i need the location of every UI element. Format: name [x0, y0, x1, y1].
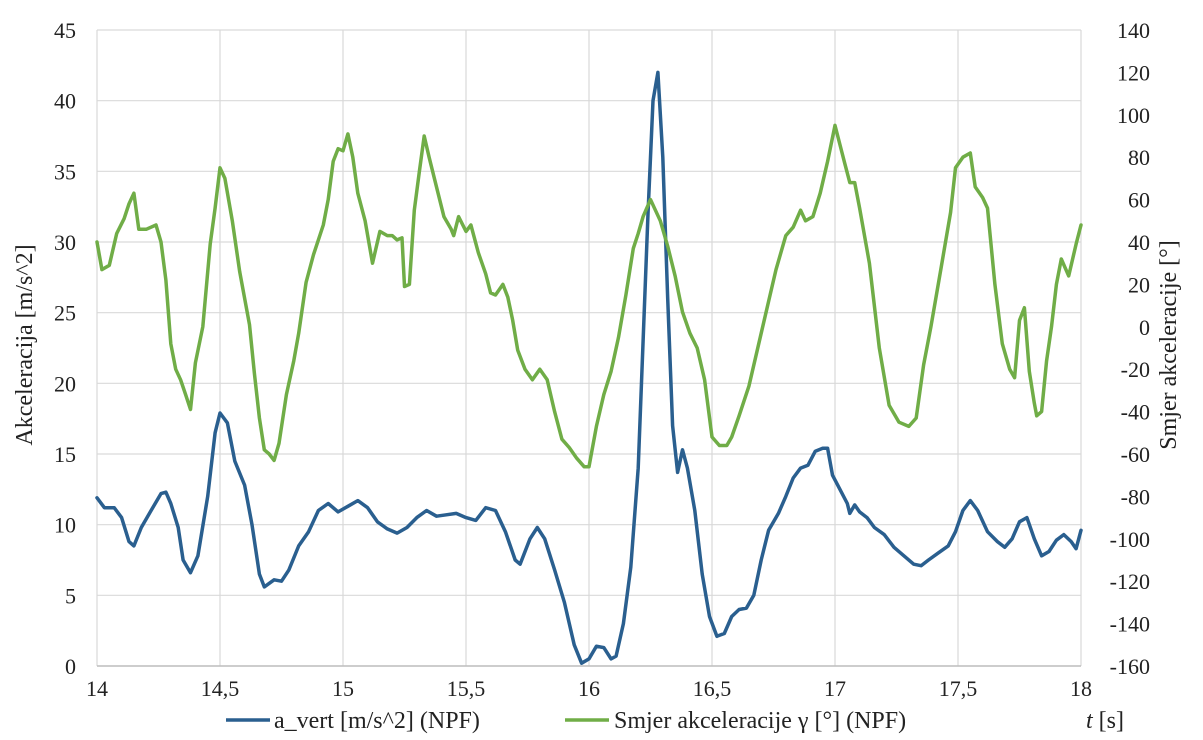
y2-tick-label: -60	[1121, 442, 1150, 467]
x-tick-label: 16	[578, 676, 600, 701]
series-gamma-line	[95, 123, 1083, 469]
y2-tick-label: 40	[1128, 230, 1150, 255]
x-tick-label: 17	[824, 676, 846, 701]
y2-tick-label: 120	[1117, 60, 1150, 85]
series-a-vert-line	[95, 70, 1083, 665]
x-tick-label: 14	[86, 676, 108, 701]
y-tick-label: 25	[54, 301, 76, 326]
legend-label-a-vert: a_vert [m/s^2] (NPF)	[274, 708, 480, 734]
y2-tick-label: -160	[1110, 654, 1150, 679]
x-axis-unit: [s]	[1093, 708, 1124, 734]
y2-axis-title: Smjer akceleracije [°]	[1156, 240, 1182, 449]
legend-label-gamma: Smjer akceleracije γ [°] (NPF)	[614, 708, 906, 734]
y-tick-label: 0	[65, 654, 76, 679]
y2-tick-label: 0	[1139, 315, 1150, 340]
chart-grid	[96, 29, 1082, 667]
y2-tick-label: 140	[1117, 18, 1150, 43]
y2-tick-label: 100	[1117, 103, 1150, 128]
x-tick-label: 17,5	[939, 676, 978, 701]
y2-tick-label: -140	[1110, 612, 1150, 637]
x-tick-label: 15	[332, 676, 354, 701]
y-tick-label: 45	[54, 18, 76, 43]
x-tick-label: 18	[1070, 676, 1092, 701]
y-tick-label: 20	[54, 371, 76, 396]
x-axis-title: t [s]	[1086, 708, 1124, 734]
chart-ticks: 14 14,5 15 15,5 16 16,5 17 17,5 18 0 5 10 15 20 25 30 35…	[54, 18, 1150, 701]
y2-tick-label: -80	[1121, 484, 1150, 509]
y-tick-label: 15	[54, 442, 76, 467]
y-tick-label: 40	[54, 89, 76, 114]
y-axis-title: Akceleracija [m/s^2]	[12, 244, 38, 445]
x-axis-variable: t	[1086, 708, 1094, 734]
y2-tick-label: 80	[1128, 145, 1150, 170]
y-tick-label: 5	[65, 583, 76, 608]
y2-tick-label: 20	[1128, 272, 1150, 297]
legend: a_vert [m/s^2] (NPF) Smjer akceleracije …	[226, 708, 906, 734]
y2-tick-label: 60	[1128, 188, 1150, 213]
x-tick-label: 14,5	[201, 676, 240, 701]
x-tick-label: 15,5	[447, 676, 486, 701]
y2-tick-label: -40	[1121, 400, 1150, 425]
y-tick-label: 10	[54, 513, 76, 538]
y2-tick-label: -20	[1121, 357, 1150, 382]
y2-tick-label: -120	[1110, 569, 1150, 594]
x-tick-label: 16,5	[693, 676, 732, 701]
y2-tick-label: -100	[1110, 527, 1150, 552]
y-tick-label: 30	[54, 230, 76, 255]
chart-series	[95, 70, 1083, 665]
y-tick-label: 35	[54, 159, 76, 184]
